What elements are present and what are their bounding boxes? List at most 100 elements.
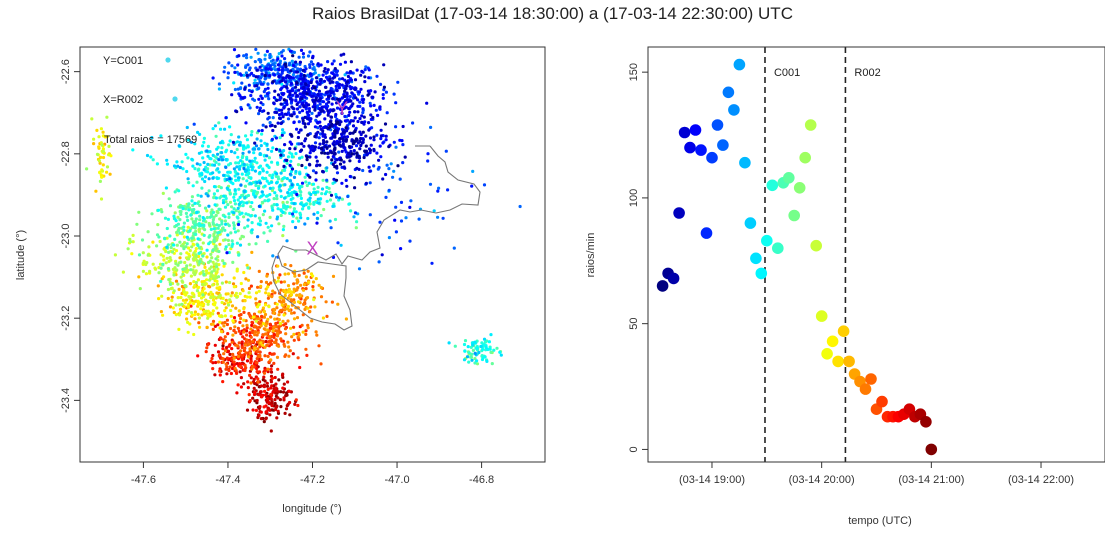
lightning-point (230, 304, 235, 308)
lightning-point (383, 122, 388, 126)
lightning-point (205, 271, 209, 275)
lightning-point (205, 209, 209, 213)
lightning-point (197, 251, 201, 255)
lightning-point (249, 55, 253, 59)
lightning-point (246, 165, 250, 169)
lightning-point (258, 355, 262, 359)
lightning-point (359, 136, 363, 141)
lightning-point (239, 385, 243, 389)
lightning-point (384, 134, 388, 138)
lightning-point (288, 413, 292, 417)
lightning-point (206, 343, 210, 347)
lightning-point (206, 313, 210, 317)
lightning-point (262, 315, 266, 319)
lightning-point (242, 215, 246, 219)
lightning-point (227, 344, 231, 348)
lightning-point (265, 163, 269, 167)
lightning-point (463, 339, 468, 343)
lightning-point (314, 277, 318, 281)
lightning-point (218, 217, 222, 221)
lightning-point (228, 326, 233, 331)
lightning-point (276, 279, 280, 283)
lightning-point (283, 327, 288, 331)
lightning-point (237, 210, 241, 214)
lightning-point (188, 300, 192, 305)
lightning-point (226, 203, 230, 207)
lightning-point (206, 162, 210, 166)
lightning-point (207, 235, 211, 239)
lightning-point (304, 166, 308, 170)
lightning-point (205, 346, 209, 350)
lightning-point (211, 309, 215, 313)
lightning-point (128, 240, 132, 244)
lightning-point (205, 248, 209, 252)
lightning-point (212, 192, 216, 196)
lightning-point (272, 203, 276, 207)
lightning-point (368, 136, 373, 140)
lightning-point (277, 75, 281, 79)
lightning-point (300, 163, 304, 168)
lightning-point (292, 175, 297, 179)
lightning-point (475, 346, 479, 350)
lightning-point (299, 196, 303, 200)
lightning-point (206, 154, 210, 158)
lightning-point (444, 149, 448, 153)
station-marker-r002: X (306, 238, 318, 258)
lightning-point (358, 147, 362, 151)
lightning-point (212, 185, 217, 189)
lightning-point (185, 251, 189, 255)
lightning-point (169, 287, 173, 291)
lightning-point (131, 240, 135, 244)
lightning-point (243, 184, 247, 188)
lightning-point (343, 60, 347, 64)
lightning-point (297, 333, 301, 337)
lightning-point (387, 145, 391, 149)
lightning-point (299, 202, 303, 206)
lightning-point (217, 158, 221, 162)
lightning-point (105, 170, 109, 174)
lightning-point (327, 100, 331, 104)
lightning-point (227, 212, 231, 216)
lightning-point (347, 107, 351, 111)
lightning-point (272, 73, 276, 77)
lightning-point (240, 340, 244, 344)
lightning-point (263, 209, 267, 213)
lightning-point (184, 245, 188, 249)
lightning-point (375, 151, 379, 155)
lightning-point (210, 356, 214, 361)
lightning-point (354, 144, 359, 148)
lightning-point (470, 352, 474, 356)
lightning-point (182, 228, 186, 232)
lightning-point (279, 189, 283, 193)
lightning-point (355, 154, 359, 158)
lightning-point (193, 223, 197, 227)
lightning-point (259, 284, 263, 288)
lightning-point (330, 151, 334, 155)
lightning-point (151, 158, 155, 162)
lightning-point (268, 64, 272, 68)
lightning-point (277, 344, 281, 348)
lightning-point (168, 305, 173, 309)
lightning-point (473, 361, 477, 365)
lightning-point (294, 152, 298, 156)
lightning-point (273, 375, 277, 380)
lightning-point (235, 391, 239, 395)
rate-y-label: raios/min (585, 233, 597, 278)
rate-point (695, 144, 707, 156)
lightning-point (105, 165, 110, 169)
lightning-point (194, 229, 198, 233)
lightning-point (237, 167, 242, 171)
lightning-point (344, 139, 348, 143)
lightning-point (182, 305, 186, 309)
lightning-point (262, 385, 266, 389)
lightning-point (236, 206, 240, 210)
rate-point (678, 126, 691, 139)
lightning-point (316, 211, 320, 215)
lightning-point (100, 143, 104, 147)
rate-point (717, 139, 729, 151)
lightning-point (176, 263, 180, 267)
lightning-point (216, 231, 220, 235)
lightning-point (265, 179, 269, 183)
event-lines: C001 R002 (764, 47, 881, 462)
lightning-point (179, 275, 183, 279)
